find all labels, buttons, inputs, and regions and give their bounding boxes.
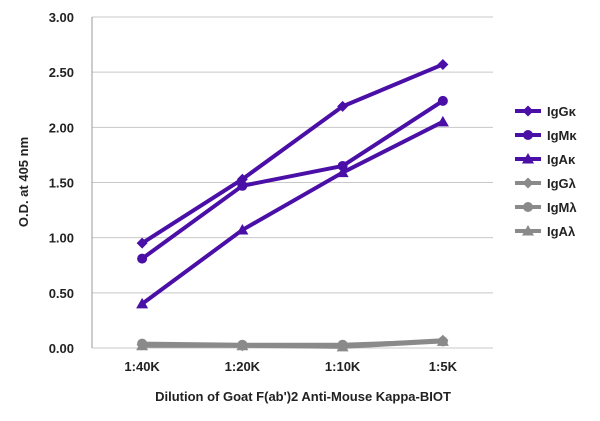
data-point (336, 166, 349, 178)
legend-item: IgAλ (515, 224, 576, 239)
legend-item: IgGλ (515, 176, 577, 191)
legend-label: IgAλ (547, 224, 576, 239)
series-0 (136, 58, 449, 249)
series-1 (137, 95, 448, 264)
y-tick-label: 2.00 (49, 120, 74, 135)
legend-marker (522, 225, 534, 236)
legend-label: IgMλ (547, 200, 577, 215)
legend-label: IgMκ (547, 128, 577, 143)
series-5 (136, 335, 449, 352)
data-point (336, 340, 349, 352)
data-point (137, 253, 148, 264)
y-tick-label: 0.00 (49, 341, 74, 356)
legend-label: IgAκ (547, 152, 576, 167)
data-point (437, 95, 448, 106)
legend: IgGκ IgMκ IgAκ IgGλ IgMλ IgAλ (515, 104, 577, 239)
y-tick-labels: 0.00 0.50 1.00 1.50 2.00 2.50 3.00 (49, 10, 74, 356)
legend-item: IgMλ (515, 200, 577, 215)
data-point (236, 339, 249, 351)
legend-marker (522, 153, 534, 164)
y-tick-label: 1.50 (49, 176, 74, 191)
y-tick-label: 0.50 (49, 286, 74, 301)
x-tick-label: 1:5K (429, 359, 458, 374)
data-point (337, 100, 349, 112)
data-point (136, 339, 149, 351)
series-line (142, 339, 443, 349)
x-tick-label: 1:10K (325, 359, 361, 374)
data-series (136, 58, 449, 352)
series-line (140, 120, 444, 306)
data-point (436, 115, 449, 127)
x-tick-label: 1:40K (124, 359, 160, 374)
legend-label: IgGλ (547, 176, 577, 191)
y-tick-label: 1.00 (49, 231, 74, 246)
series-2 (136, 115, 449, 309)
x-tick-label: 1:20K (225, 359, 261, 374)
x-tick-labels: 1:40K 1:20K 1:10K 1:5K (124, 359, 457, 374)
y-tick-label: 3.00 (49, 10, 74, 25)
y-tick-label: 2.50 (49, 65, 74, 80)
data-point (436, 335, 449, 346)
series-line (140, 99, 444, 261)
legend-item: IgGκ (515, 104, 577, 119)
data-point (136, 237, 148, 249)
legend-marker (523, 130, 533, 140)
y-axis-title: O.D. at 405 nm (16, 137, 31, 227)
data-point (237, 180, 248, 191)
legend-label: IgGκ (547, 104, 577, 119)
data-point (337, 160, 348, 171)
legend-item: IgAκ (515, 152, 576, 167)
legend-marker (523, 202, 533, 212)
legend-marker (522, 177, 534, 189)
data-point (437, 58, 449, 70)
legend-item: IgMκ (515, 128, 577, 143)
x-axis-title: Dilution of Goat F(ab')2 Anti-Mouse Kapp… (155, 389, 451, 404)
data-point (136, 297, 149, 309)
series-line (141, 62, 444, 245)
data-point (236, 223, 249, 235)
legend-marker (522, 105, 534, 117)
